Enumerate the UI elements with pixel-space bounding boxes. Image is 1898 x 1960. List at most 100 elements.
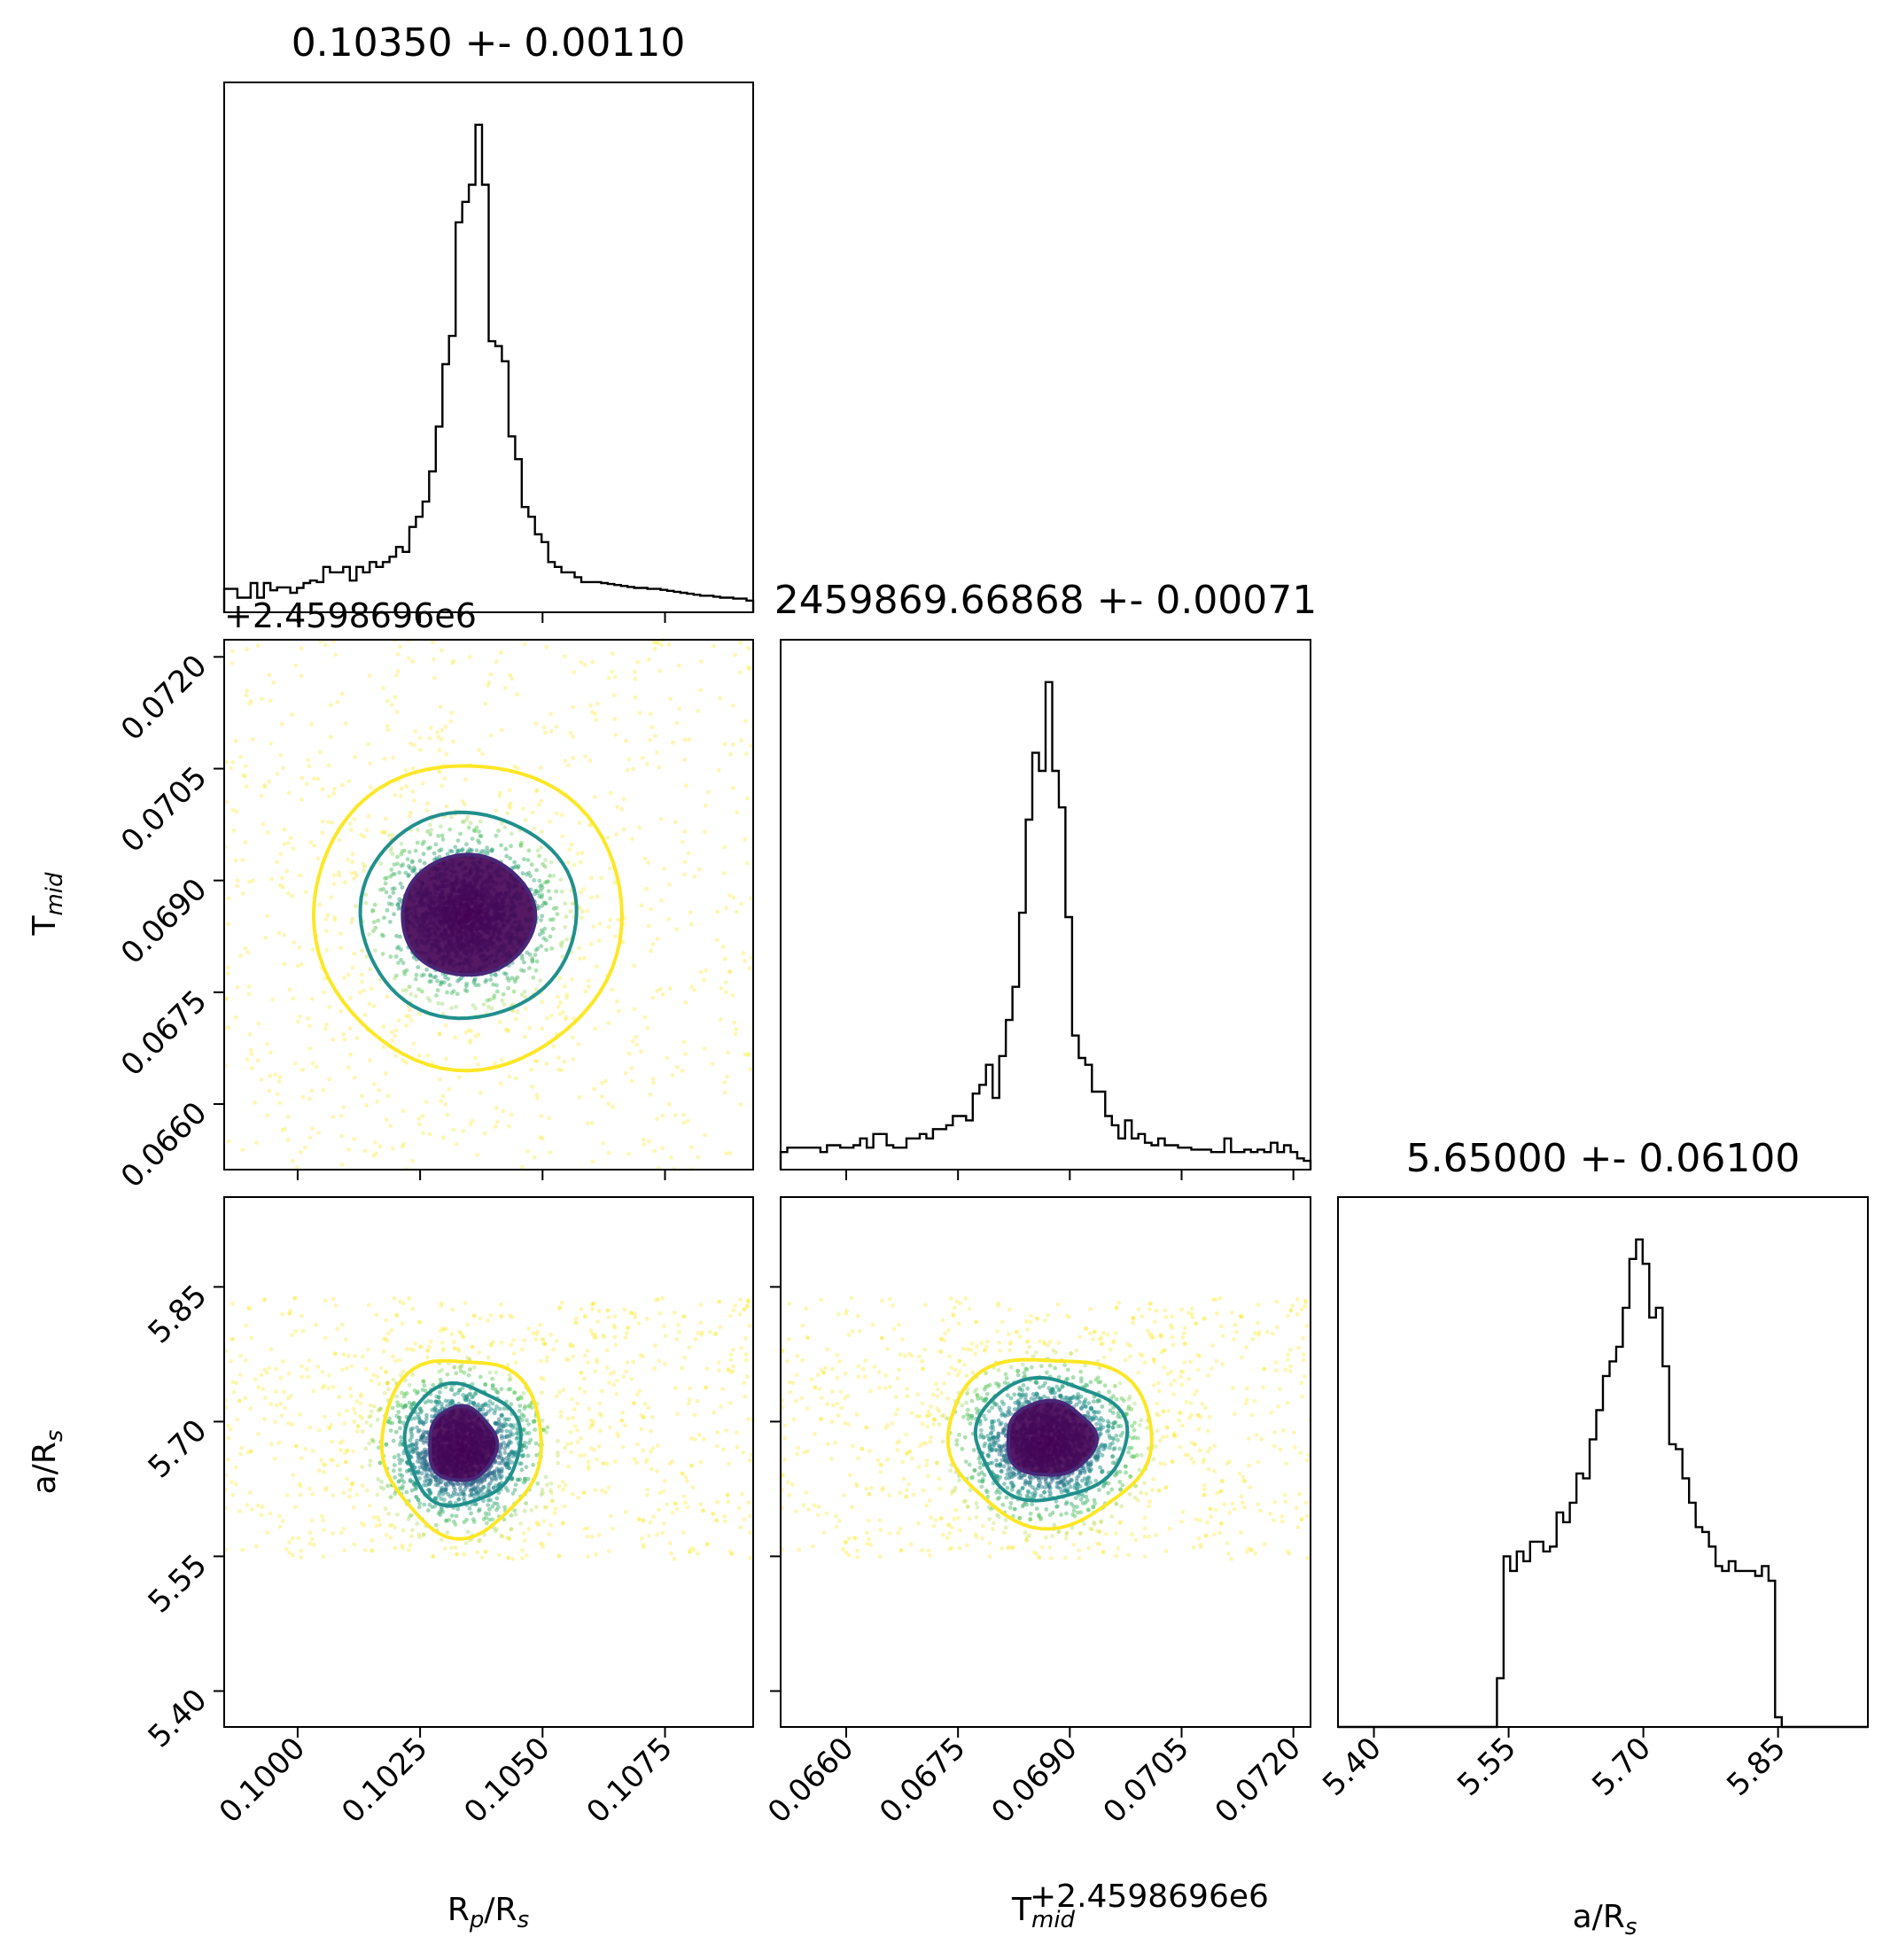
sample-point	[393, 1525, 398, 1530]
sample-point	[477, 1537, 482, 1543]
sample-point	[244, 784, 249, 789]
sample-point	[533, 1427, 538, 1432]
sample-point	[351, 1406, 356, 1412]
sample-point	[513, 1016, 518, 1022]
sample-point	[330, 821, 335, 825]
sample-point	[702, 1436, 706, 1442]
sample-point	[575, 1440, 580, 1444]
sample-point	[329, 895, 333, 900]
sample-point	[613, 732, 618, 737]
sample-point	[599, 1413, 604, 1419]
sample-point	[327, 794, 331, 799]
sample-point	[571, 1354, 576, 1359]
sample-point	[537, 853, 541, 859]
sample-point	[384, 1532, 389, 1537]
sample-point	[662, 866, 667, 871]
sample-point	[734, 1430, 739, 1435]
sample-point	[612, 717, 618, 721]
sample-point	[677, 706, 681, 712]
sample-point	[377, 1518, 381, 1523]
sample-point	[439, 727, 445, 733]
sample-point	[224, 799, 229, 805]
sample-point	[439, 783, 445, 789]
sample-point	[554, 906, 559, 910]
sample-point	[323, 1335, 328, 1341]
sample-point	[299, 1313, 304, 1318]
sample-point	[343, 721, 348, 726]
sample-point	[539, 918, 543, 922]
sample-point	[674, 1506, 680, 1512]
sample-point	[438, 1377, 443, 1382]
sample-point	[469, 1029, 474, 1034]
sample-point	[660, 1295, 665, 1301]
sample-point	[341, 1031, 346, 1037]
histogram-step	[222, 123, 755, 612]
sample-point	[245, 688, 250, 694]
sample-point	[381, 1045, 386, 1049]
sample-point	[339, 1133, 344, 1139]
sample-point	[606, 676, 611, 681]
sample-point	[498, 1450, 502, 1455]
sample-point	[381, 1349, 386, 1354]
sample-point	[259, 793, 264, 798]
sample-point	[342, 1037, 347, 1042]
sample-point	[447, 1500, 453, 1505]
sample-point	[233, 1482, 238, 1487]
sample-point	[715, 1499, 720, 1505]
sample-point	[473, 1391, 478, 1396]
sample-point	[579, 890, 583, 895]
sample-point	[327, 1077, 332, 1082]
sample-point	[637, 825, 642, 830]
sample-point	[229, 661, 235, 665]
sample-point	[330, 1439, 335, 1444]
sample-point	[439, 824, 443, 829]
sample-point	[548, 1481, 554, 1486]
sample-point	[439, 1099, 444, 1104]
sample-point	[408, 810, 413, 815]
sample-point	[535, 1095, 540, 1101]
sample-point	[510, 976, 515, 981]
sample-point	[724, 906, 728, 911]
sample-point	[371, 1404, 377, 1409]
sample-point	[387, 894, 393, 899]
sample-point	[510, 1338, 516, 1342]
sample-point	[660, 1113, 665, 1118]
sample-point	[534, 789, 540, 794]
sample-point	[417, 859, 423, 863]
sample-point	[652, 1148, 657, 1154]
sample-point	[307, 1486, 312, 1491]
sample-point	[421, 972, 426, 977]
sample-point	[443, 1023, 448, 1028]
sample-point	[616, 1434, 621, 1439]
sample-point	[346, 972, 351, 977]
sample-point	[644, 1492, 650, 1497]
sample-point	[522, 1338, 527, 1342]
sample-point	[394, 933, 399, 938]
sample-point	[466, 825, 471, 830]
sample-point	[642, 1544, 646, 1550]
sample-point	[475, 1550, 480, 1555]
sample-point	[505, 976, 510, 981]
sample-point	[680, 1069, 685, 1073]
sample-point	[526, 848, 532, 853]
sample-point	[508, 801, 513, 805]
sample-point	[235, 878, 240, 883]
sample-point	[404, 1060, 408, 1065]
sample-point	[683, 1000, 688, 1005]
sample-point	[719, 986, 724, 991]
sample-point	[410, 859, 415, 864]
sample-point	[364, 1103, 369, 1108]
sample-point	[310, 1491, 315, 1497]
sample-point	[337, 1412, 342, 1417]
sample-point	[681, 839, 685, 844]
sample-point	[563, 924, 568, 929]
sample-point	[398, 644, 402, 649]
sample-point	[510, 1557, 516, 1561]
sample-point	[291, 1473, 296, 1478]
sample-point	[270, 997, 276, 1002]
sample-point	[556, 1484, 562, 1489]
sample-point	[277, 1075, 283, 1080]
sample-point	[280, 1311, 284, 1317]
panel-frame	[223, 82, 754, 613]
sample-point	[409, 1435, 414, 1440]
